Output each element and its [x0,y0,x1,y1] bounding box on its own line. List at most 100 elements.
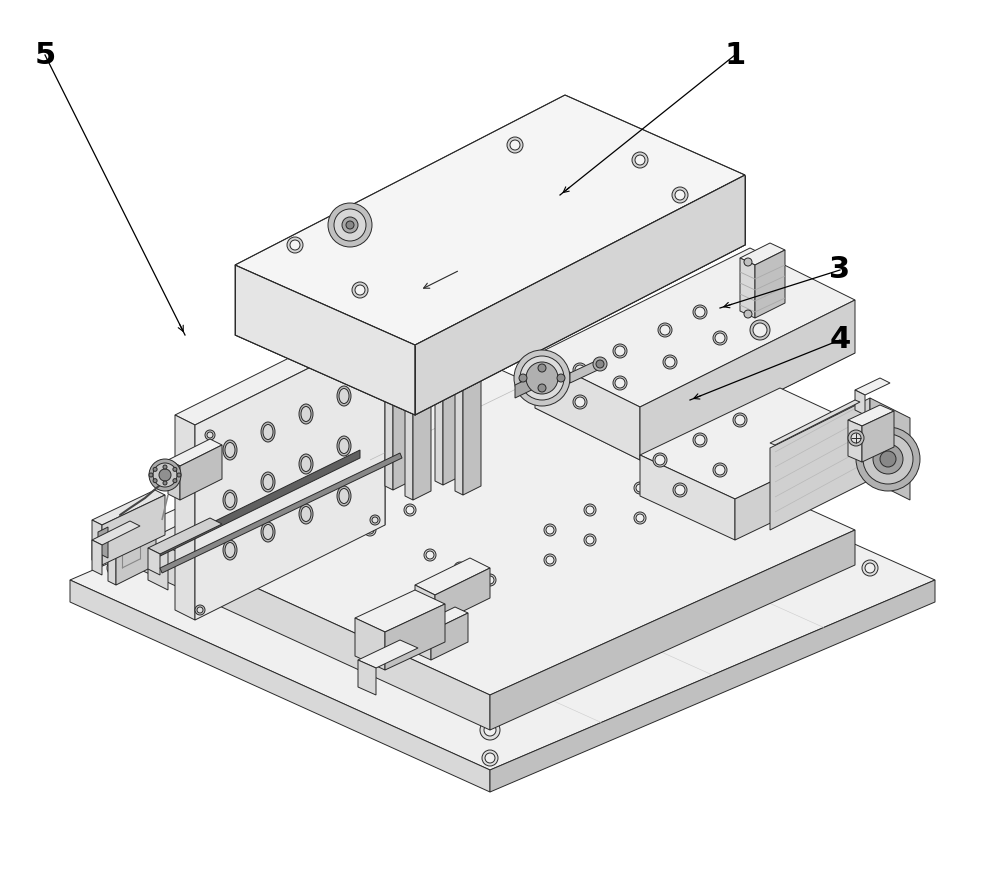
Circle shape [615,378,625,388]
Circle shape [159,469,171,481]
Polygon shape [413,350,431,500]
Polygon shape [168,460,180,500]
Circle shape [713,463,727,477]
Circle shape [236,541,244,549]
Ellipse shape [299,504,313,524]
Polygon shape [92,520,102,565]
Circle shape [234,569,246,581]
Ellipse shape [261,472,275,492]
Circle shape [274,519,286,531]
Polygon shape [455,341,481,354]
Text: 5: 5 [34,40,56,69]
Circle shape [107,560,123,576]
Circle shape [205,430,215,440]
Circle shape [326,526,334,534]
Circle shape [177,473,181,477]
Circle shape [584,504,596,516]
Circle shape [655,455,665,465]
Circle shape [615,346,625,356]
Circle shape [520,356,564,400]
Circle shape [406,506,414,514]
Polygon shape [108,525,156,549]
Polygon shape [148,548,160,575]
Polygon shape [405,355,413,500]
Circle shape [480,720,500,740]
Polygon shape [148,540,168,590]
Circle shape [674,492,686,504]
Ellipse shape [263,425,273,440]
Polygon shape [148,430,390,550]
Circle shape [149,459,181,491]
Polygon shape [358,640,418,668]
Circle shape [715,465,725,475]
Circle shape [665,357,675,367]
Polygon shape [235,165,745,415]
Circle shape [197,607,203,613]
Polygon shape [415,175,745,415]
Circle shape [635,155,645,165]
Polygon shape [365,320,385,525]
Polygon shape [855,390,865,415]
Circle shape [367,342,373,348]
Circle shape [636,484,644,492]
Ellipse shape [339,388,349,404]
Circle shape [675,485,685,495]
Polygon shape [431,613,468,660]
Circle shape [660,325,670,335]
Ellipse shape [337,386,351,406]
Polygon shape [92,540,102,575]
Polygon shape [70,580,490,792]
Ellipse shape [337,486,351,506]
Polygon shape [102,495,165,565]
Circle shape [404,504,416,516]
Polygon shape [92,490,165,525]
Polygon shape [735,432,875,540]
Polygon shape [435,568,490,625]
Circle shape [634,512,646,524]
Circle shape [544,524,556,536]
Circle shape [593,357,607,371]
Ellipse shape [339,489,349,504]
Polygon shape [535,355,640,460]
Circle shape [663,355,677,369]
Circle shape [672,187,688,203]
Polygon shape [515,372,542,398]
Circle shape [370,515,380,525]
Circle shape [753,323,767,337]
Ellipse shape [339,439,349,454]
Circle shape [482,750,498,766]
Circle shape [863,434,913,484]
Text: 4: 4 [829,326,851,355]
Circle shape [519,374,527,382]
Circle shape [153,463,177,487]
Polygon shape [770,400,860,445]
Circle shape [632,152,648,168]
Circle shape [424,549,436,561]
Circle shape [744,310,752,318]
Polygon shape [180,445,222,500]
Circle shape [693,433,707,447]
Circle shape [234,539,246,551]
Polygon shape [415,558,490,595]
Circle shape [695,307,705,317]
Circle shape [195,605,205,615]
Circle shape [274,549,286,561]
Polygon shape [535,301,855,460]
Polygon shape [116,529,156,585]
Circle shape [355,285,365,295]
Circle shape [880,451,896,467]
Polygon shape [848,420,862,462]
Circle shape [110,563,120,573]
Circle shape [366,526,374,534]
Polygon shape [358,660,376,695]
Circle shape [613,344,627,358]
Circle shape [482,394,498,410]
Polygon shape [640,388,875,499]
Circle shape [153,478,157,483]
Circle shape [236,571,244,579]
Circle shape [735,415,745,425]
Polygon shape [355,618,385,670]
Ellipse shape [225,492,235,507]
Circle shape [653,453,667,467]
Circle shape [856,427,920,491]
